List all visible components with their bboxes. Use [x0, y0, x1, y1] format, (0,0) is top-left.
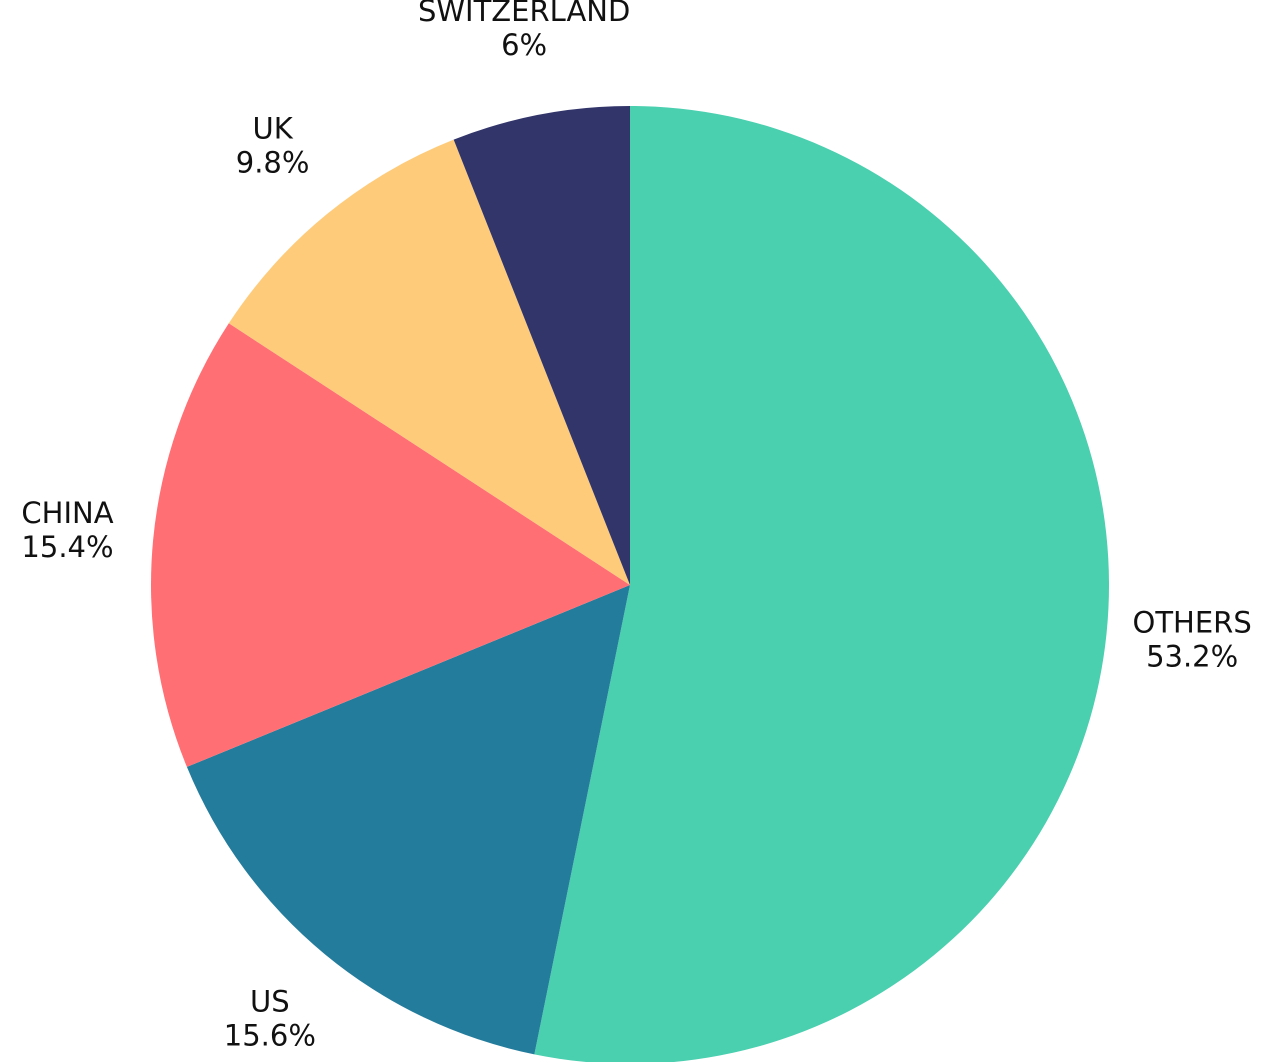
slice-value: 6%: [501, 28, 547, 62]
slice-label: US: [250, 984, 290, 1018]
pie-slice: [453, 106, 630, 585]
slice-label: OTHERS: [1133, 606, 1252, 640]
slice-value: 15.4%: [21, 530, 113, 564]
slice-value: 53.2%: [1146, 640, 1238, 674]
slice-label: CHINA: [21, 496, 113, 530]
pie-slice: [228, 139, 630, 585]
slice-value: 9.8%: [236, 145, 310, 179]
pie-slice: [150, 323, 630, 767]
pie-slice: [186, 585, 631, 1055]
slice-label: UK: [252, 111, 293, 145]
pie-slice: [534, 106, 1109, 1062]
slice-value: 15.6%: [224, 1018, 316, 1052]
slice-label: SWITZERLAND: [418, 0, 630, 28]
